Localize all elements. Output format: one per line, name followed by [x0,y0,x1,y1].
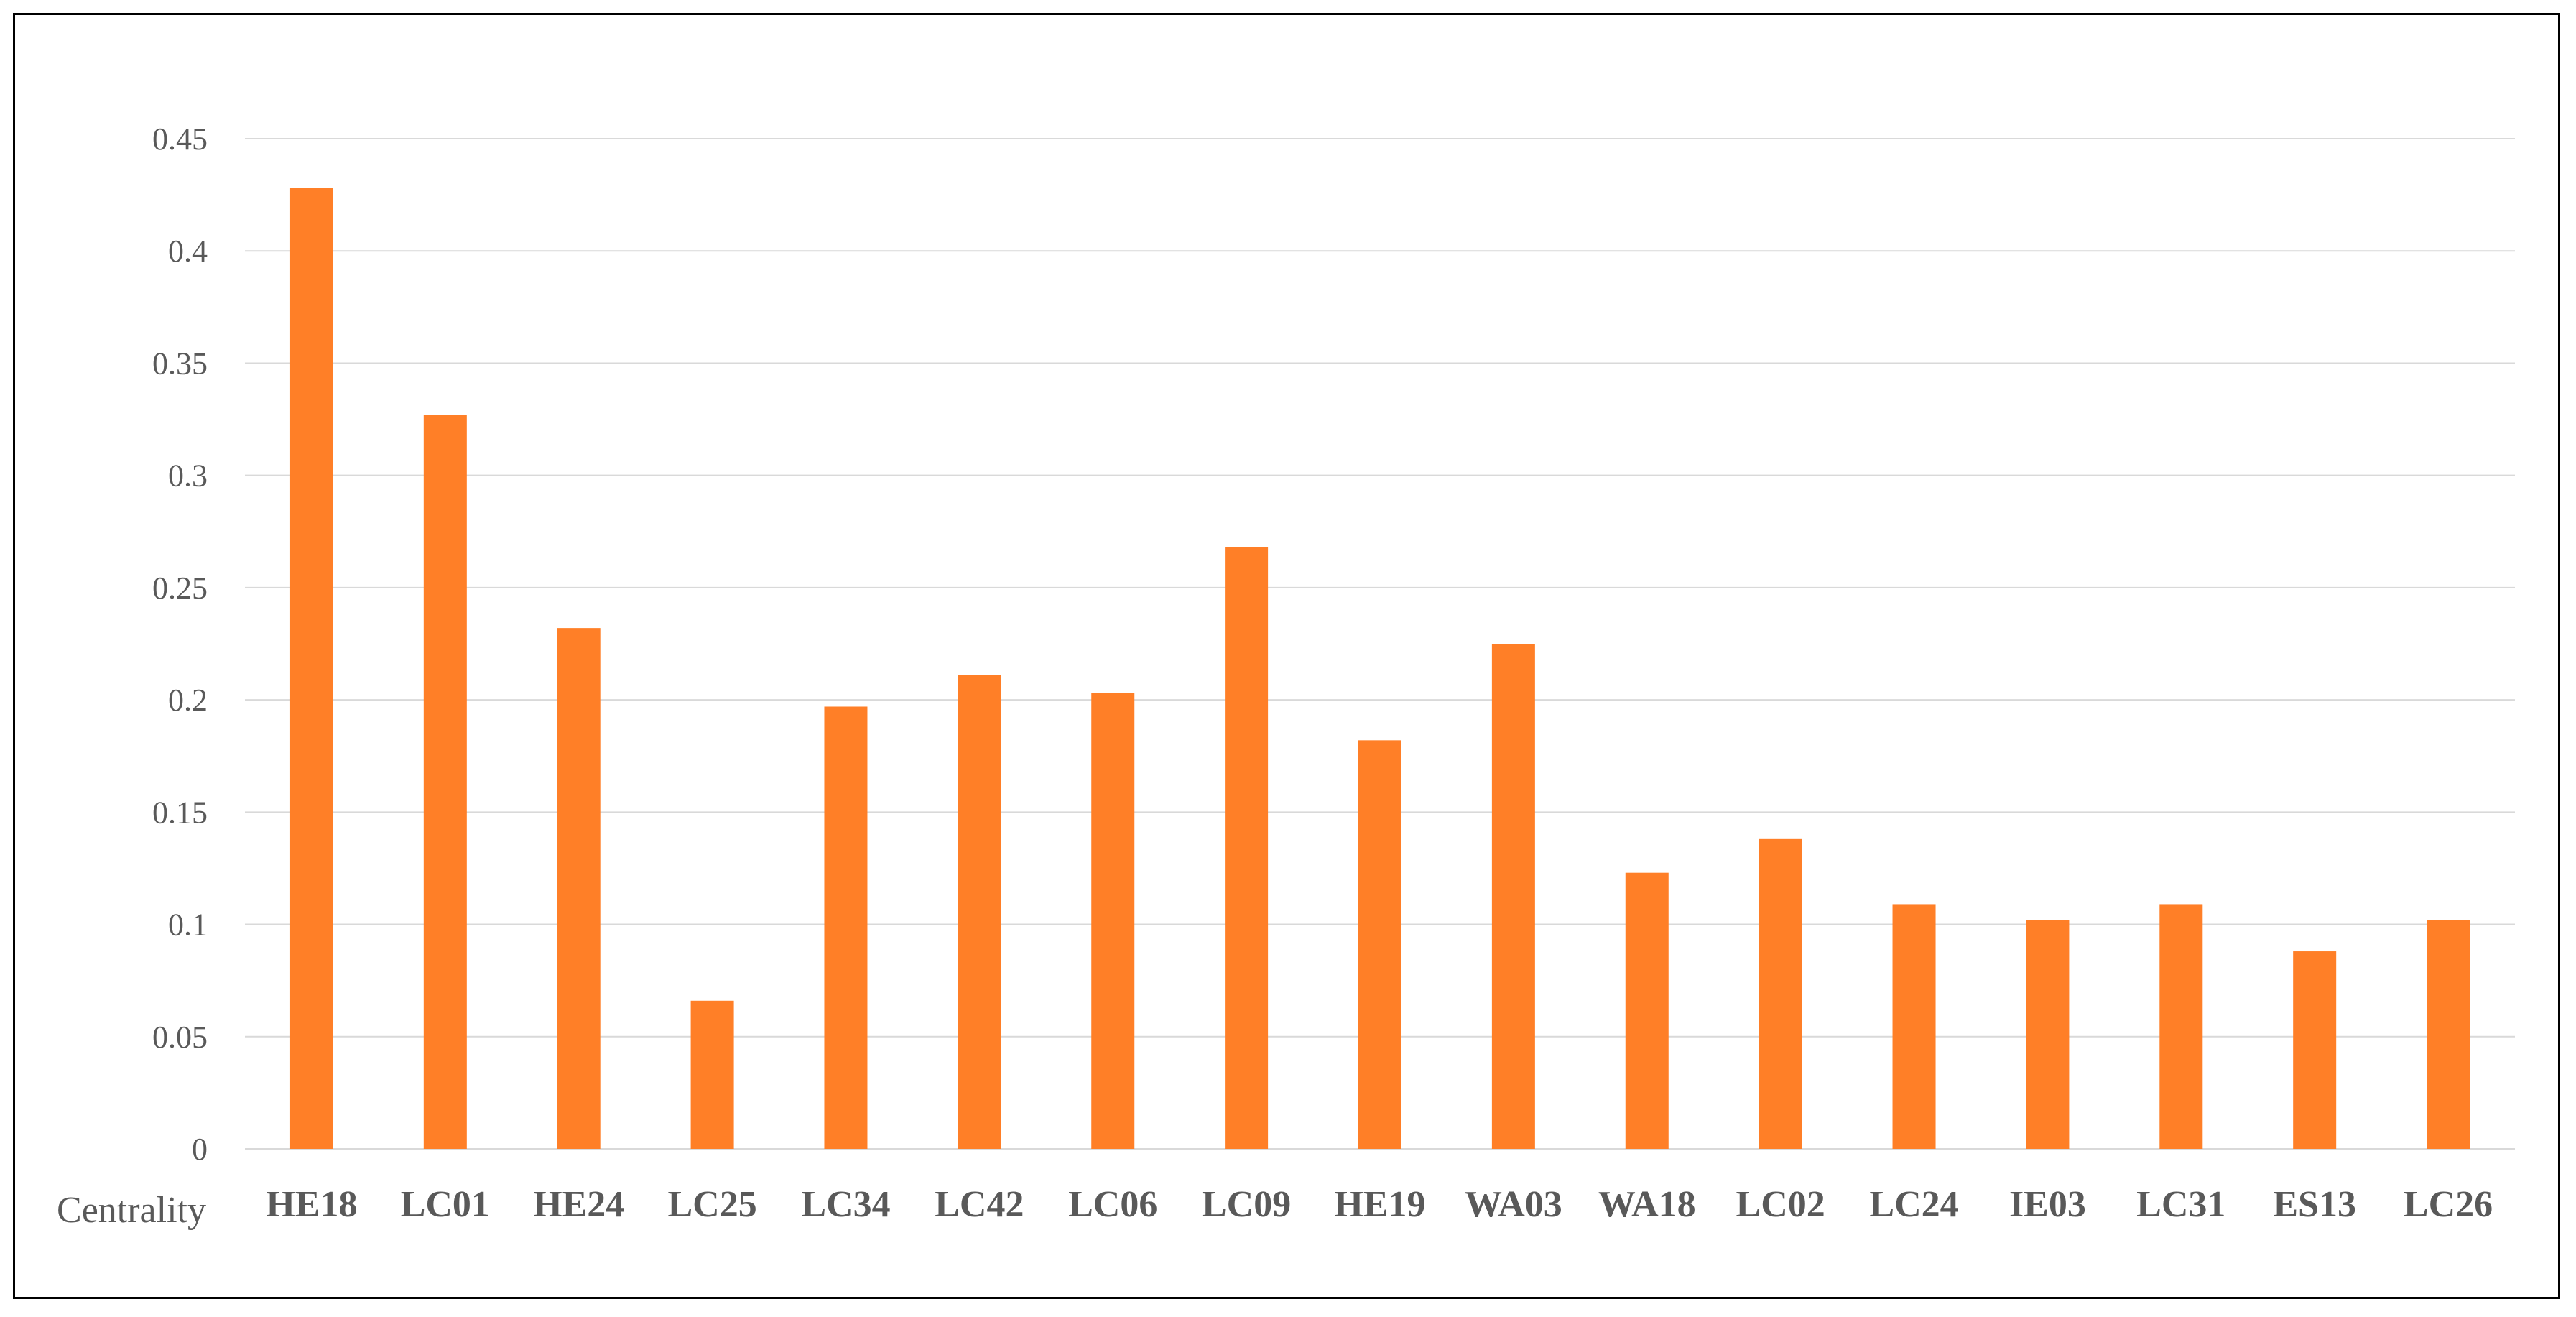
bar-lc02 [1759,838,1802,1149]
y-tick-label: 0.1 [168,907,208,943]
x-tick-label-lc42: LC42 [935,1184,1024,1225]
bar-es13 [2293,951,2337,1149]
x-axis-title: Centrality [57,1190,206,1231]
y-tick-label: 0.3 [168,458,208,494]
x-tick-label-lc26: LC26 [2404,1184,2493,1225]
x-tick-label-wa18: WA18 [1598,1184,1696,1225]
y-tick-label: 0.15 [152,795,208,830]
x-tick-label-wa03: WA03 [1465,1184,1562,1225]
x-tick-label-lc25: LC25 [667,1184,756,1225]
x-tick-label-he18: HE18 [266,1184,357,1225]
y-tick-label: 0.25 [152,570,208,606]
bar-lc06 [1091,693,1135,1149]
y-tick-label: 0.2 [168,683,208,718]
x-tick-label-lc31: LC31 [2136,1184,2225,1225]
bar-wa18 [1625,872,1669,1149]
bar-he24 [557,628,601,1149]
y-tick-label: 0.45 [152,121,208,157]
x-tick-label-es13: ES13 [2273,1184,2356,1225]
x-tick-label-lc06: LC06 [1068,1184,1157,1225]
x-tick-label-lc02: LC02 [1736,1184,1825,1225]
x-tick-label-lc34: LC34 [801,1184,890,1225]
chart-frame: 0 0.05 0.1 0.15 0.2 0.25 0.3 0.35 0.4 0.45 HE18 LC… [13,13,2560,1299]
bar-wa03 [1491,644,1535,1149]
bar-ie03 [2026,920,2070,1149]
bar-lc31 [2159,904,2203,1149]
bar-lc42 [958,675,1001,1149]
y-tick-label: 0.35 [152,346,208,381]
x-tick-label-ie03: IE03 [2009,1184,2086,1225]
bar-lc24 [1892,904,1936,1149]
bar-he19 [1358,740,1401,1149]
bar-lc25 [690,1000,734,1149]
bar-lc09 [1225,547,1269,1149]
bars [289,188,2470,1149]
x-tick-label-lc24: LC24 [1869,1184,1958,1225]
x-tick-label-he19: HE19 [1334,1184,1425,1225]
y-tick-label: 0.4 [168,234,208,269]
y-tick-label: 0.05 [152,1020,208,1055]
bar-lc01 [423,415,467,1149]
x-axis-ticks: HE18 LC01 HE24 LC25 LC34 LC42 LC06 LC09 HE19 WA03… [266,1184,2493,1225]
y-axis-ticks: 0 0.05 0.1 0.15 0.2 0.25 0.3 0.35 0.4 0.45 [152,121,208,1167]
bar-chart: 0 0.05 0.1 0.15 0.2 0.25 0.3 0.35 0.4 0.45 HE18 LC… [57,121,2515,1231]
y-tick-label: 0 [192,1132,208,1167]
x-tick-label-he24: HE24 [533,1184,624,1225]
x-tick-label-lc01: LC01 [401,1184,490,1225]
bar-he18 [289,188,333,1149]
x-tick-label-lc09: LC09 [1202,1184,1291,1225]
bar-lc26 [2427,920,2470,1149]
bar-lc34 [824,706,868,1149]
gridlines [245,138,2515,1150]
